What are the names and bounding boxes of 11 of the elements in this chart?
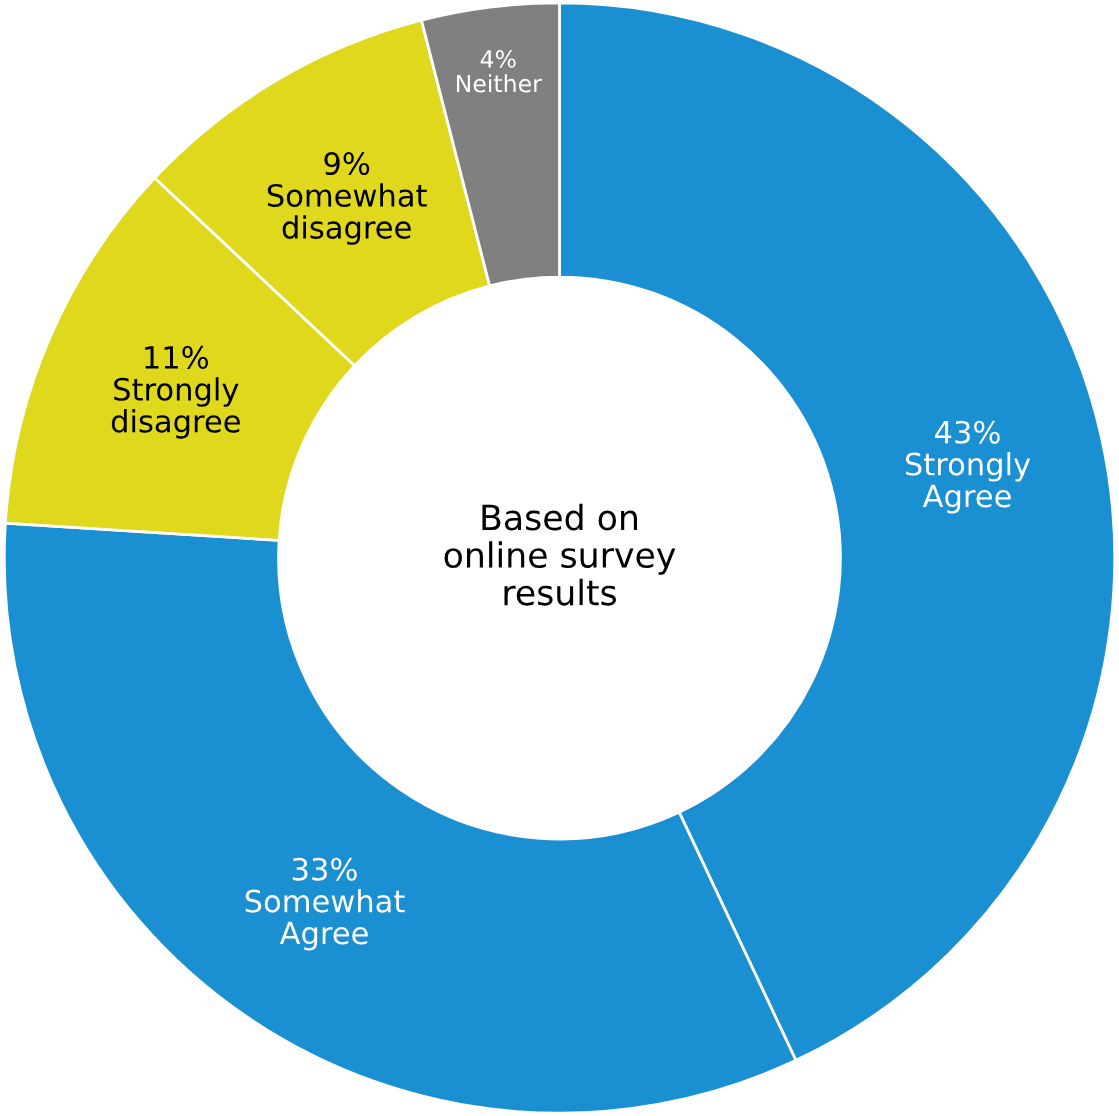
data-label: 4% [480, 49, 516, 68]
slice-label: Strongly Agree [905, 452, 1031, 514]
data-label: 11% [145, 345, 209, 369]
slice-label: Somewhat disagree [267, 183, 427, 245]
slice-label: Strongly disagree [111, 377, 240, 439]
slice-label: Neither [456, 74, 542, 93]
data-label: 9% [324, 152, 370, 176]
text: Based on online survey results [444, 503, 676, 606]
data-label: 43% [935, 420, 1000, 444]
data-label: 33% [292, 857, 357, 881]
slice-label: Somewhat Agree [245, 889, 405, 951]
